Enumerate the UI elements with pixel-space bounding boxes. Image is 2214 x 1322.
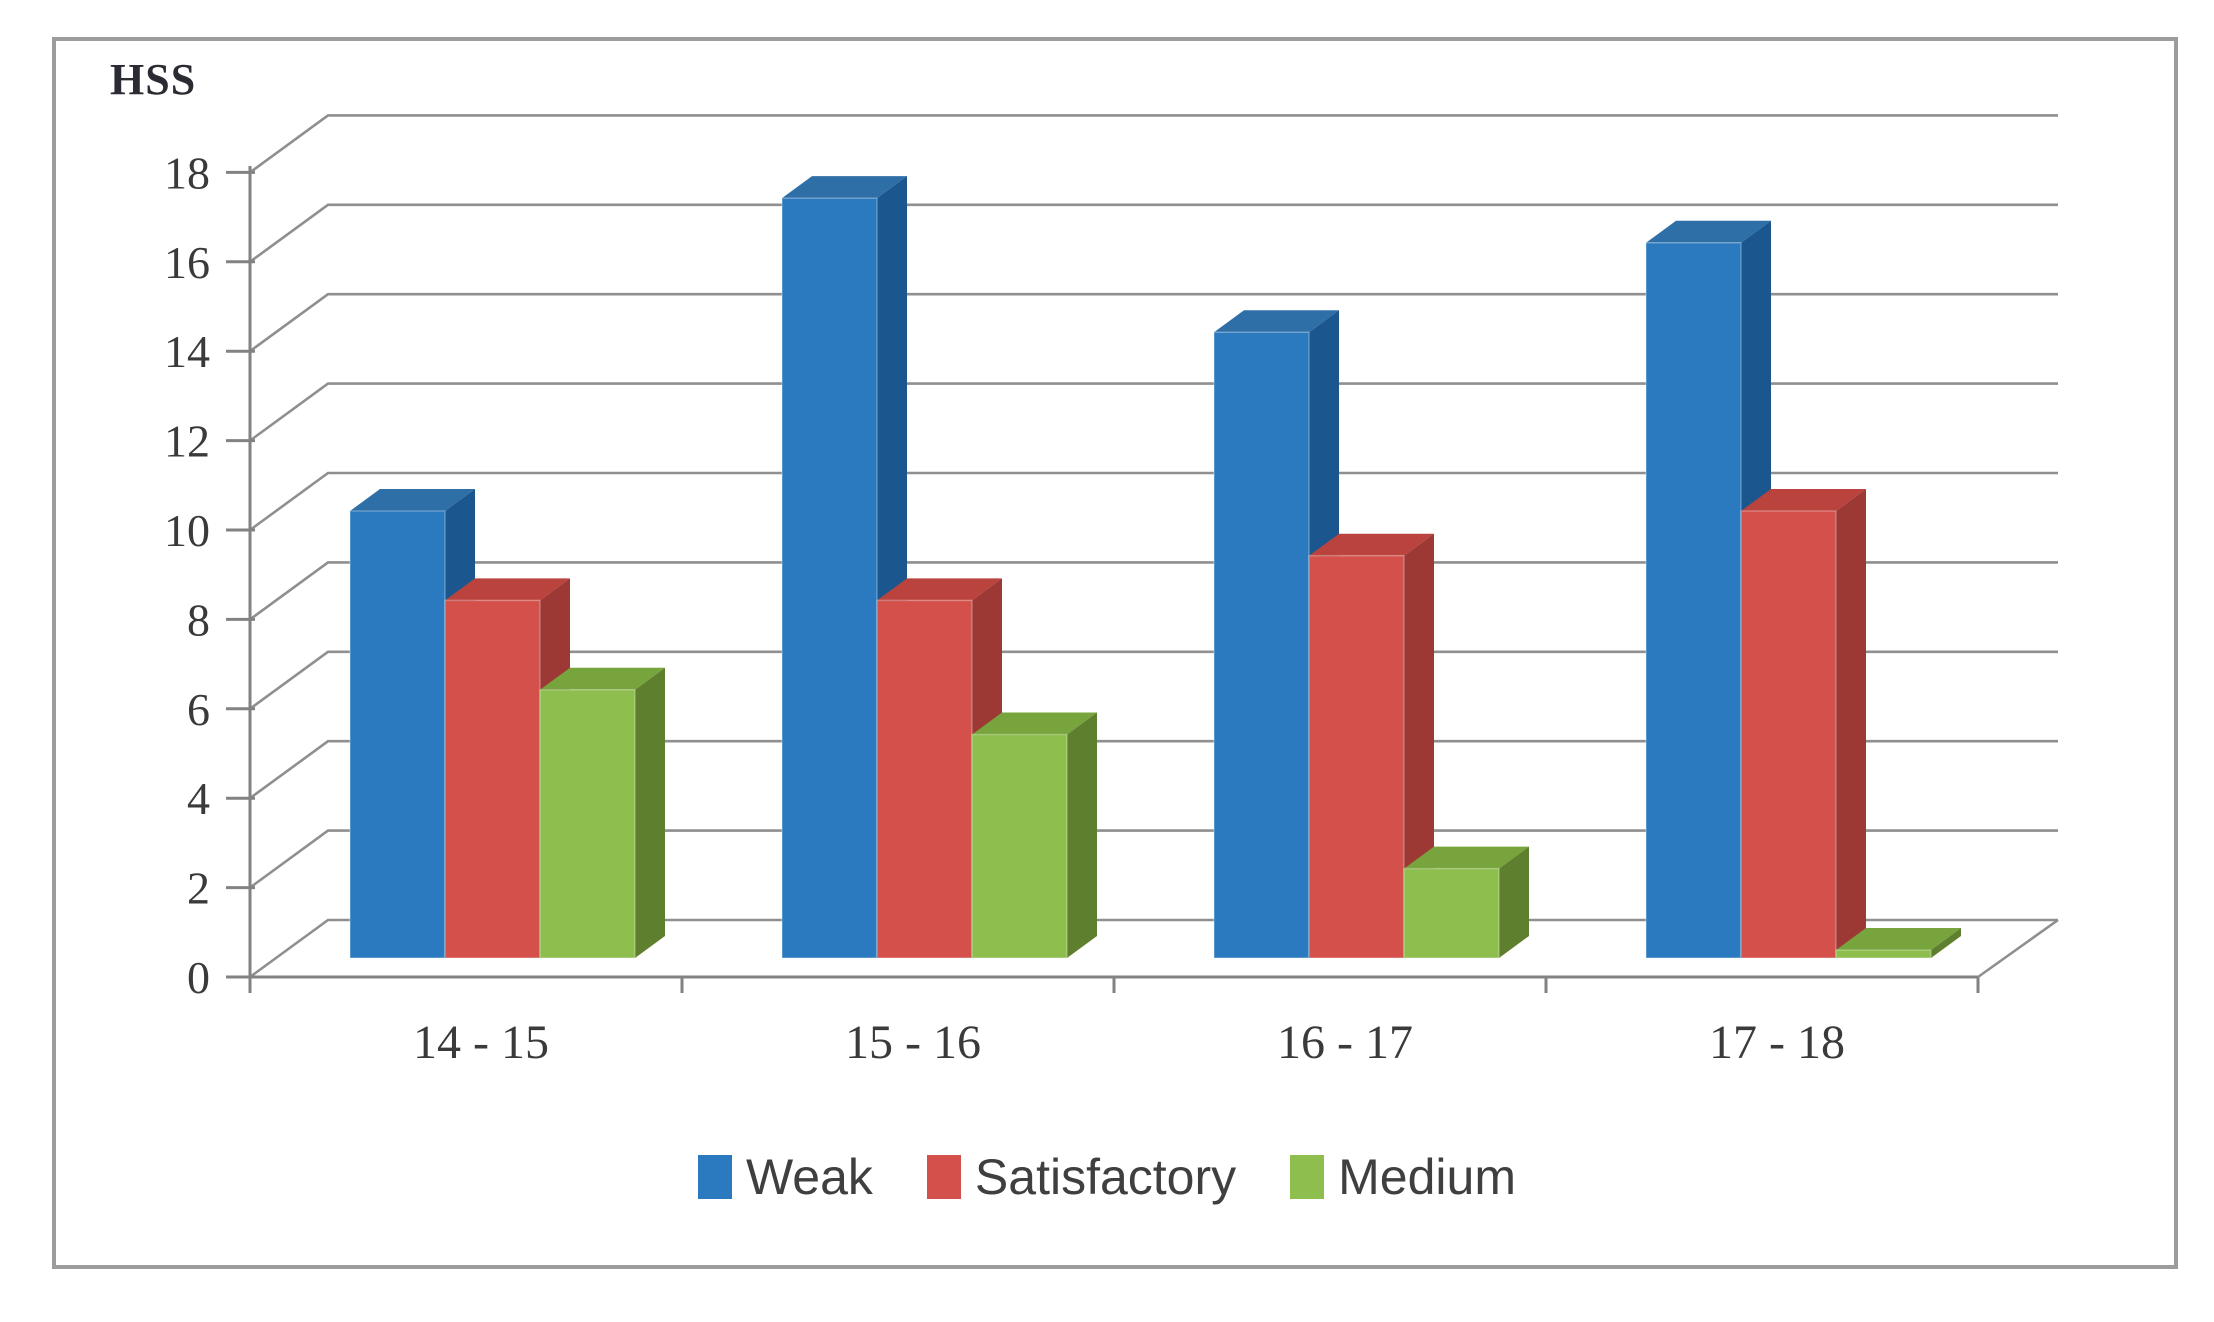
gridline: [249, 739, 2058, 800]
bar-side-medium-3: [1931, 928, 1961, 958]
gridline: [249, 382, 2058, 442]
bar-medium-1: [971, 733, 1068, 959]
y-tick-label: 14: [164, 326, 210, 377]
x-category-label: 15 - 16: [845, 1016, 981, 1069]
legend-item-weak: Weak: [698, 1148, 873, 1206]
legend-item-satisfactory: Satisfactory: [926, 1148, 1237, 1206]
weak-legend-swatch: [698, 1155, 733, 1199]
y-tick-label: 18: [164, 147, 210, 198]
legend-item-medium: Medium: [1290, 1148, 1516, 1206]
gridline: [249, 114, 2058, 174]
y-tick-label: 4: [187, 773, 210, 824]
y-tick-label: 2: [187, 863, 210, 914]
satisfactory-legend-swatch: [926, 1155, 961, 1199]
bar-top-satisfactory-2: [1309, 533, 1434, 556]
bar-top-medium-2: [1404, 846, 1529, 869]
x-category-label: 16 - 17: [1277, 1016, 1413, 1069]
bar-medium-0: [539, 689, 636, 959]
x-category-label: 17 - 18: [1709, 1016, 1845, 1069]
legend-label: Satisfactory: [974, 1149, 1237, 1205]
bar-satisfactory-2: [1308, 554, 1405, 959]
y-tick-label: 8: [187, 594, 210, 645]
bar-top-weak-3: [1646, 220, 1771, 243]
bar-top-medium-0: [540, 667, 665, 690]
y-tick-label: 0: [187, 952, 210, 1003]
bar-side-medium-2: [1499, 846, 1529, 958]
bar-top-weak-2: [1214, 310, 1339, 333]
bar-top-medium-1: [972, 712, 1097, 735]
bar-top-medium-3: [1836, 928, 1961, 950]
bar-top-weak-0: [350, 489, 475, 511]
y-tick-label: 16: [164, 237, 210, 288]
bar-side-satisfactory-3: [1836, 489, 1866, 958]
floor-right-edge: [1977, 918, 2059, 979]
bar-weak-3: [1645, 242, 1742, 959]
gridline: [249, 650, 2058, 710]
legend-label: Medium: [1338, 1149, 1516, 1205]
bar-top-satisfactory-0: [445, 578, 570, 601]
bar-weak-0: [349, 510, 446, 959]
chart-legend: Weak Satisfactory Medium: [0, 1148, 2214, 1206]
bar-top-satisfactory-1: [877, 578, 1002, 601]
gridline: [249, 561, 2058, 621]
y-tick-label: 12: [164, 416, 210, 467]
bar-side-medium-1: [1067, 712, 1097, 958]
y-axis-title: HSS: [110, 55, 197, 104]
x-category-label: 14 - 15: [413, 1016, 549, 1069]
gridline: [249, 829, 2058, 889]
bar-top-satisfactory-3: [1741, 489, 1866, 511]
bar-side-medium-0: [635, 667, 665, 958]
bar-satisfactory-1: [876, 599, 973, 959]
bar-medium-2: [1403, 867, 1500, 959]
legend-label: Weak: [746, 1149, 873, 1205]
y-tick-label: 10: [164, 505, 210, 556]
bar-weak-1: [781, 197, 878, 959]
gridline: [249, 292, 2058, 353]
medium-legend-swatch: [1290, 1155, 1325, 1199]
gridline: [249, 471, 2058, 532]
y-tick-label: 6: [187, 684, 210, 735]
gridline: [249, 203, 2058, 263]
bar-satisfactory-0: [444, 599, 541, 959]
bar-side-satisfactory-2: [1404, 533, 1434, 958]
bar-top-weak-1: [782, 176, 907, 199]
bar-medium-3: [1835, 949, 1932, 959]
bar-weak-2: [1213, 331, 1310, 959]
bar-satisfactory-3: [1740, 510, 1837, 959]
